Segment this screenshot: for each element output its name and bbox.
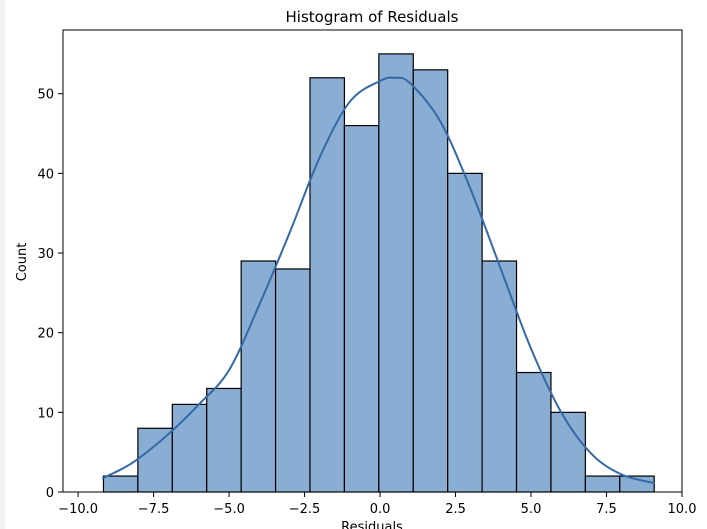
- y-tick-label: 20: [37, 327, 54, 342]
- kde-group: [101, 76, 656, 485]
- x-tick-label: −10.0: [58, 502, 98, 517]
- x-axis-label: Residuals: [341, 520, 403, 529]
- chart-title: Histogram of Residuals: [286, 8, 459, 26]
- bars-group: [102, 53, 655, 493]
- histogram-bar-9: [412, 69, 449, 493]
- histogram-bar-4: [240, 260, 277, 493]
- x-tick-label: 0.0: [370, 502, 391, 517]
- histogram-bar-0: [102, 475, 139, 493]
- histogram-bar-7: [343, 124, 380, 493]
- histogram-bar-8: [378, 53, 414, 493]
- plot-frame: [62, 29, 683, 493]
- x-tick-label: −7.5: [138, 502, 170, 517]
- x-axis-ticks: −10.0 −7.5 −5.0 −2.5 0.0 2.5 5.0 7.5 10.0: [58, 492, 696, 517]
- histogram-bar-1: [137, 427, 173, 493]
- y-tick-label: 10: [37, 406, 54, 421]
- histogram-bar-2: [171, 403, 208, 493]
- kde-line: [101, 76, 656, 485]
- x-tick-label: 5.0: [521, 502, 542, 517]
- x-tick-label: 7.5: [596, 502, 617, 517]
- x-tick-label: 2.5: [445, 502, 466, 517]
- x-tick-label: −2.5: [289, 502, 321, 517]
- y-tick-label: 0: [46, 486, 54, 501]
- y-tick-label: 40: [37, 167, 54, 182]
- y-tick-label: 50: [37, 88, 54, 103]
- histogram-bar-14: [584, 475, 621, 493]
- histogram-bar-11: [481, 260, 518, 493]
- y-tick-label: 30: [37, 247, 54, 262]
- y-axis-label: Count: [15, 243, 30, 282]
- x-tick-label: −5.0: [213, 502, 245, 517]
- x-tick-label: 10.0: [668, 502, 697, 517]
- histogram-bar-5: [274, 268, 311, 493]
- histogram-bar-12: [515, 371, 552, 493]
- y-axis-ticks: 0 10 20 30 40 50: [37, 88, 63, 501]
- histogram-bar-10: [447, 172, 483, 493]
- window-edge: [0, 0, 5, 529]
- histogram-bar-3: [206, 387, 242, 493]
